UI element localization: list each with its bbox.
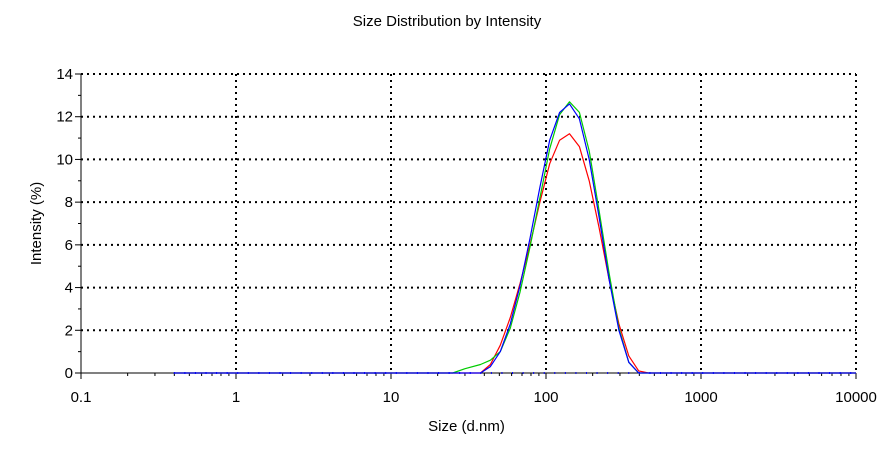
baseline-markers [173, 372, 852, 374]
series-lines [173, 101, 856, 374]
y-tick-label: 4 [65, 280, 73, 297]
x-tick-label: 100 [533, 389, 558, 406]
series-line-3 [174, 103, 856, 374]
tick-labels: 0 2 4 6 8 10 12 14 0.1 1 10 100 1000 10000 [56, 66, 877, 406]
y-tick-label: 0 [65, 365, 73, 382]
series-line-1 [174, 133, 856, 374]
x-tick-label: 10000 [835, 389, 877, 406]
y-tick-label: 8 [65, 194, 73, 211]
chart-title: Size Distribution by Intensity [353, 13, 542, 30]
grid-lines [81, 73, 857, 373]
axes [75, 73, 857, 379]
y-tick-label: 2 [65, 322, 73, 339]
y-tick-label: 10 [56, 151, 73, 168]
x-tick-label: 1 [232, 389, 240, 406]
series-line-2 [174, 101, 856, 374]
x-tick-label: 10 [383, 389, 400, 406]
y-tick-label: 6 [65, 237, 73, 254]
x-axis-title: Size (d.nm) [428, 418, 505, 435]
y-tick-label: 12 [56, 109, 73, 126]
x-tick-label: 1000 [684, 389, 717, 406]
y-axis-title: Intensity (%) [28, 182, 45, 265]
y-tick-label: 14 [56, 66, 73, 83]
x-tick-label: 0.1 [71, 389, 92, 406]
